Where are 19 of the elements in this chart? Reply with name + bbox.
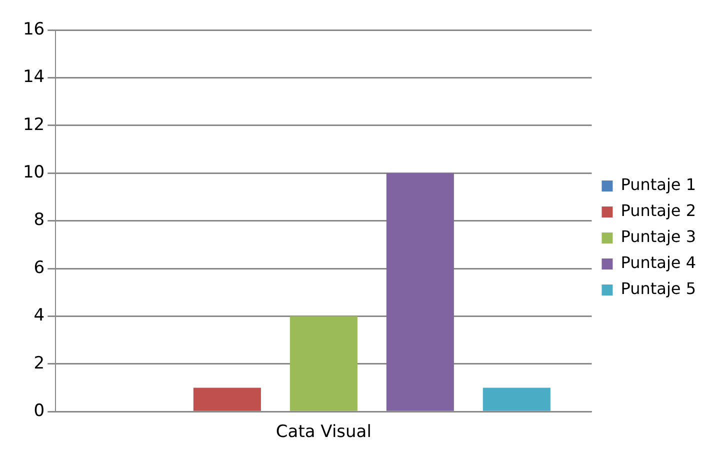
y-tick-label: 0 (34, 401, 45, 422)
y-tick-label: 12 (22, 114, 45, 135)
bar (290, 316, 358, 411)
y-tick-label: 10 (22, 162, 45, 183)
legend-label: Puntaje 1 (620, 175, 696, 194)
legend-label: Puntaje 3 (620, 227, 696, 246)
y-tick-label: 14 (22, 67, 45, 88)
legend-label: Puntaje 5 (620, 279, 696, 298)
y-tick-label: 4 (34, 306, 45, 326)
bar (386, 173, 454, 411)
y-tick-label: 8 (34, 210, 45, 230)
x-tick-label: Cata Visual (276, 422, 372, 442)
bar (482, 388, 550, 411)
y-tick-label: 2 (34, 353, 45, 374)
legend-label: Puntaje 2 (620, 201, 696, 220)
bar (193, 388, 261, 411)
y-tick-label: 6 (34, 258, 45, 278)
y-tick-label: 16 (22, 19, 45, 40)
legend-label: Puntaje 4 (620, 253, 696, 272)
